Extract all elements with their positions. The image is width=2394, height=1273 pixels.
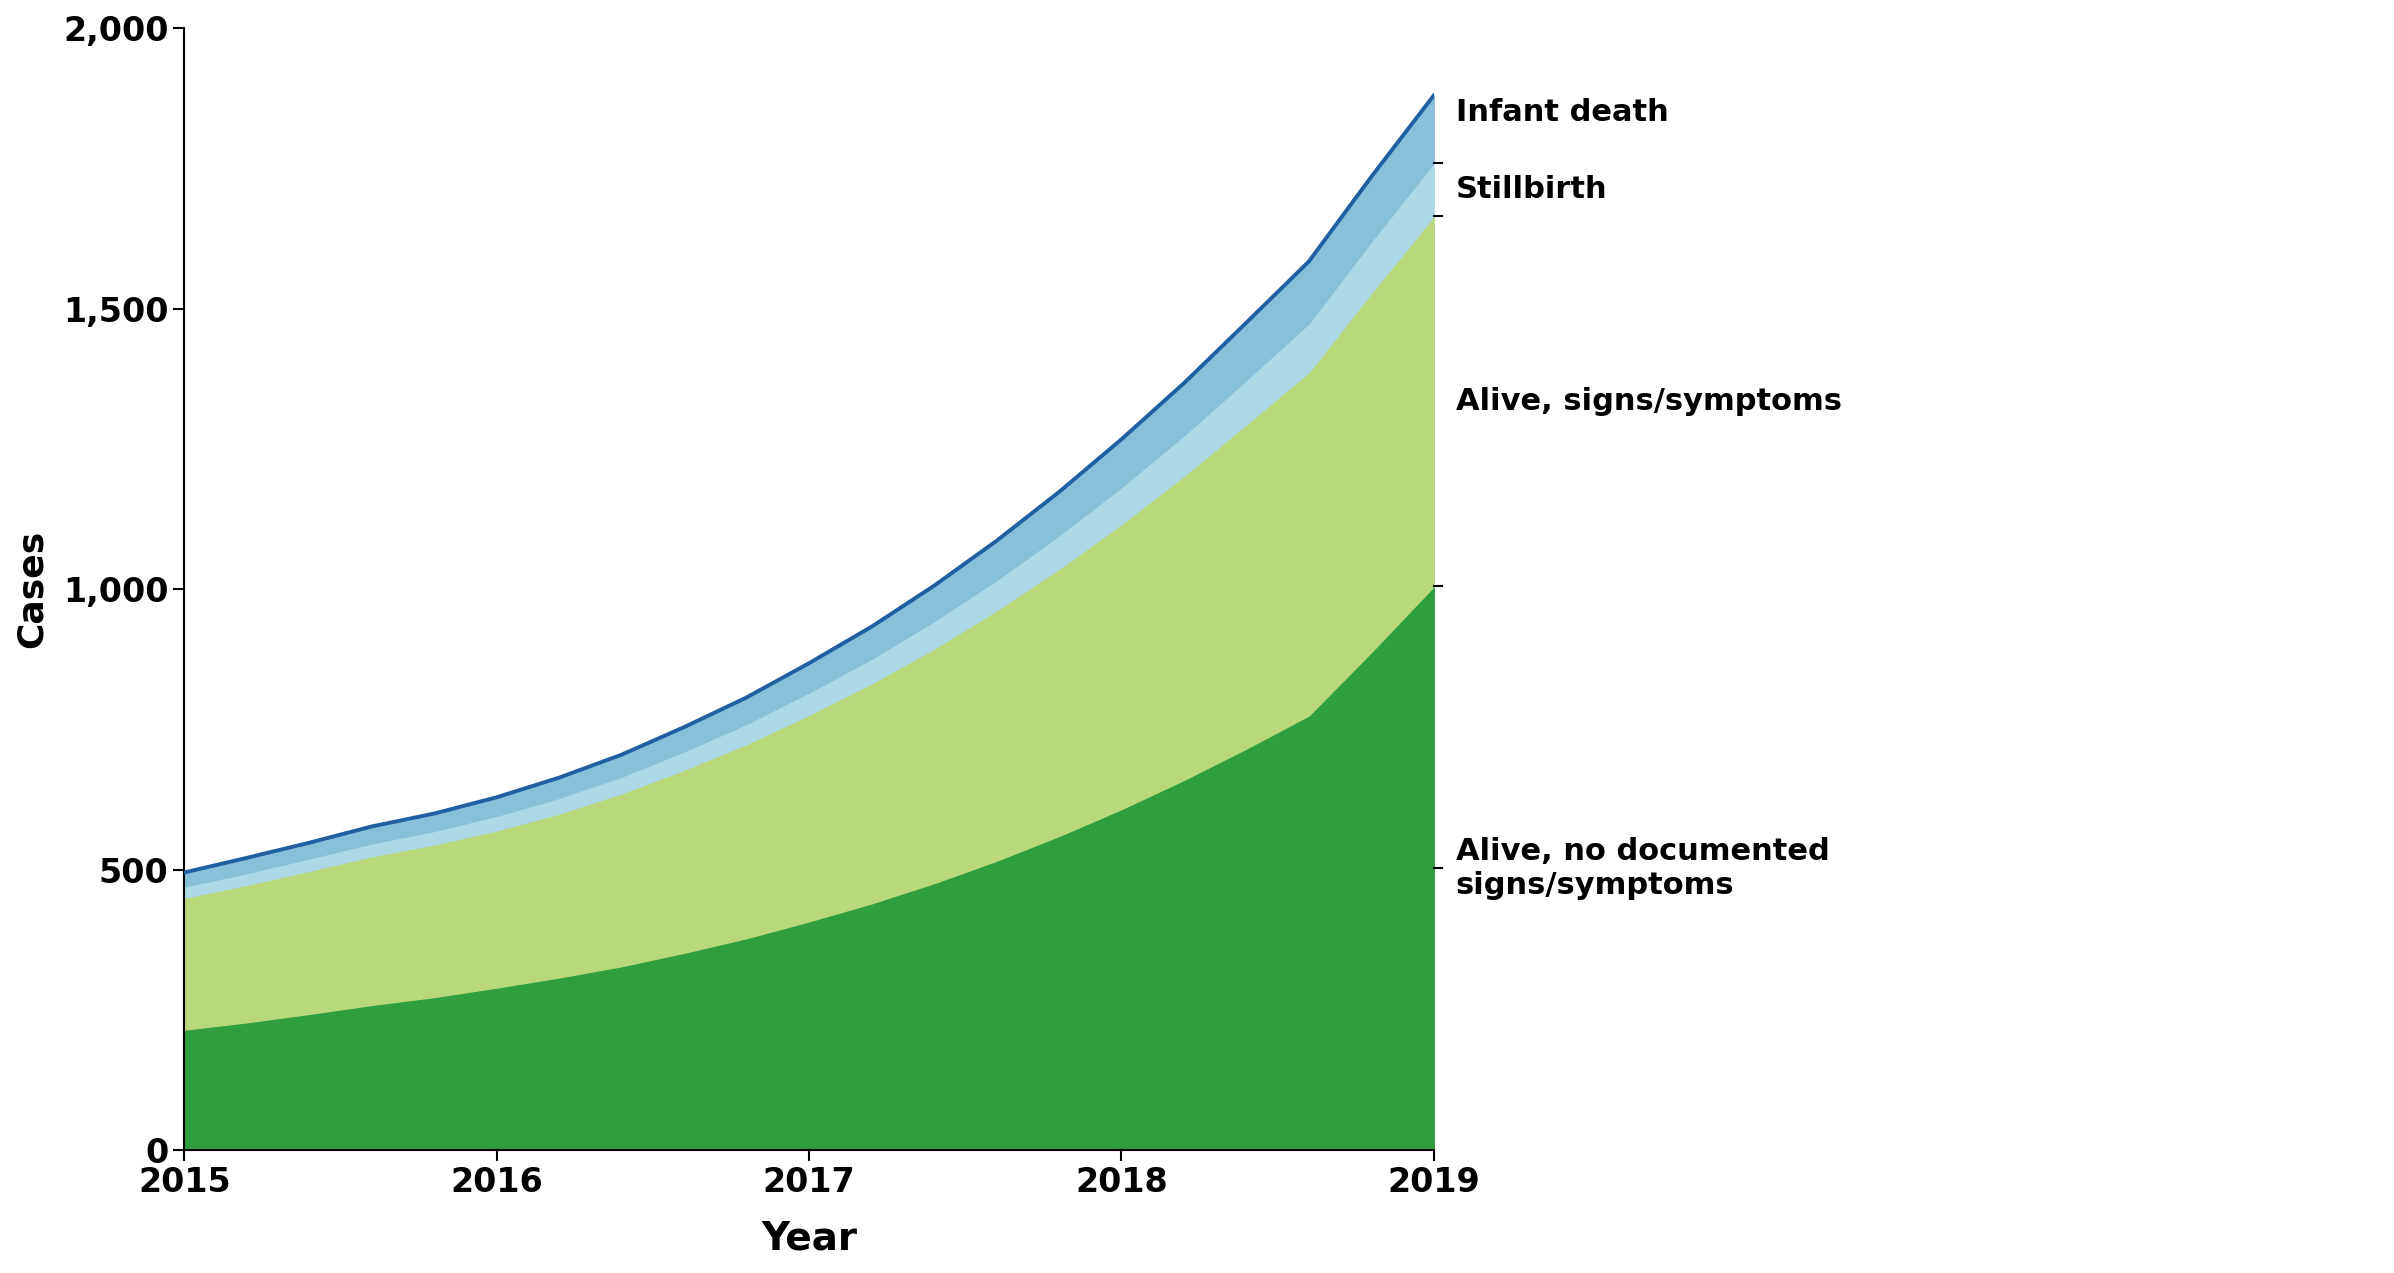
Text: Alive, signs/symptoms: Alive, signs/symptoms bbox=[1456, 387, 1841, 415]
Text: Alive, no documented
signs/symptoms: Alive, no documented signs/symptoms bbox=[1456, 836, 1829, 900]
Text: Infant death: Infant death bbox=[1456, 98, 1669, 127]
Y-axis label: Cases: Cases bbox=[14, 530, 48, 648]
X-axis label: Year: Year bbox=[761, 1220, 857, 1258]
Text: Stillbirth: Stillbirth bbox=[1456, 174, 1606, 204]
